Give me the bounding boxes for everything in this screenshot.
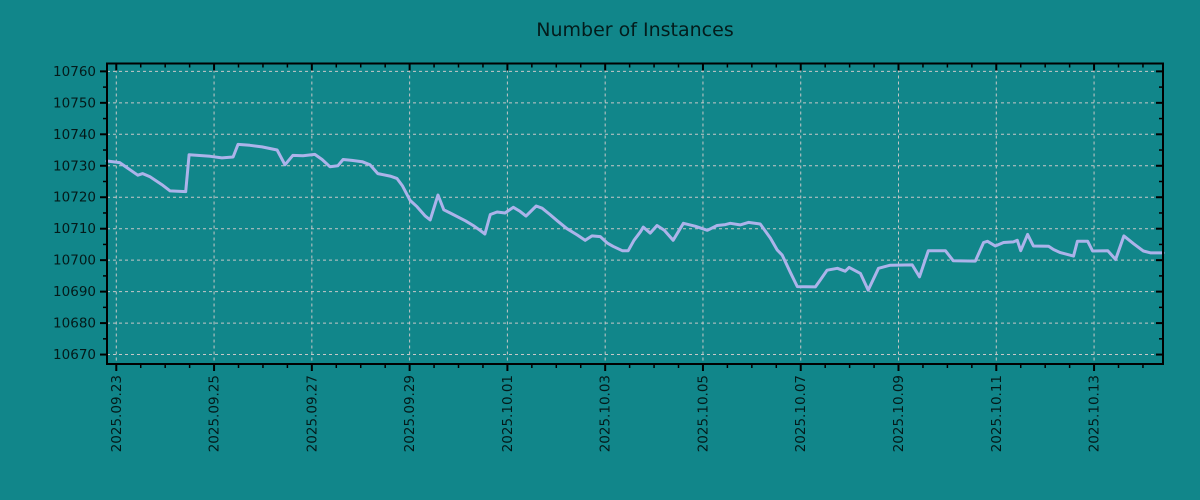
y-tick-label: 10760 [53,64,96,80]
y-tick-label: 10700 [53,253,96,269]
x-tick-label: 2025.10.13 [1087,375,1103,452]
x-tick-label: 2025.10.03 [598,375,614,452]
x-tick-label: 2025.10.11 [989,375,1005,452]
y-tick-label: 10750 [53,95,96,111]
y-tick-label: 10710 [53,221,96,237]
x-tick-label: 2025.10.01 [500,375,516,452]
y-tick-label: 10730 [53,158,96,174]
series-line-instances [105,142,1165,292]
plot-border [106,62,1164,365]
x-tick-label: 2025.09.25 [207,375,223,452]
x-tick-label: 2025.10.05 [695,375,711,452]
data-series [105,142,1165,292]
x-tick-label: 2025.10.09 [891,375,907,452]
x-tick-label: 2025.09.27 [304,375,320,452]
axis-labels: 10670 10680 10690 10700 10710 10720 10730 10740… [53,64,1103,452]
y-tick-label: 10670 [53,347,96,363]
y-tick-label: 10690 [53,284,96,300]
x-tick-label: 2025.10.07 [793,375,809,452]
axis-ticks [100,63,1163,371]
y-tick-label: 10740 [53,127,96,143]
grid-lines [107,63,1163,364]
x-tick-label: 2025.09.23 [109,375,125,452]
y-tick-label: 10720 [53,190,96,206]
y-tick-label: 10680 [53,316,96,332]
plot-frame [106,62,1164,365]
x-tick-label: 2025.09.29 [402,375,418,452]
chart-title: Number of Instances [536,19,733,41]
